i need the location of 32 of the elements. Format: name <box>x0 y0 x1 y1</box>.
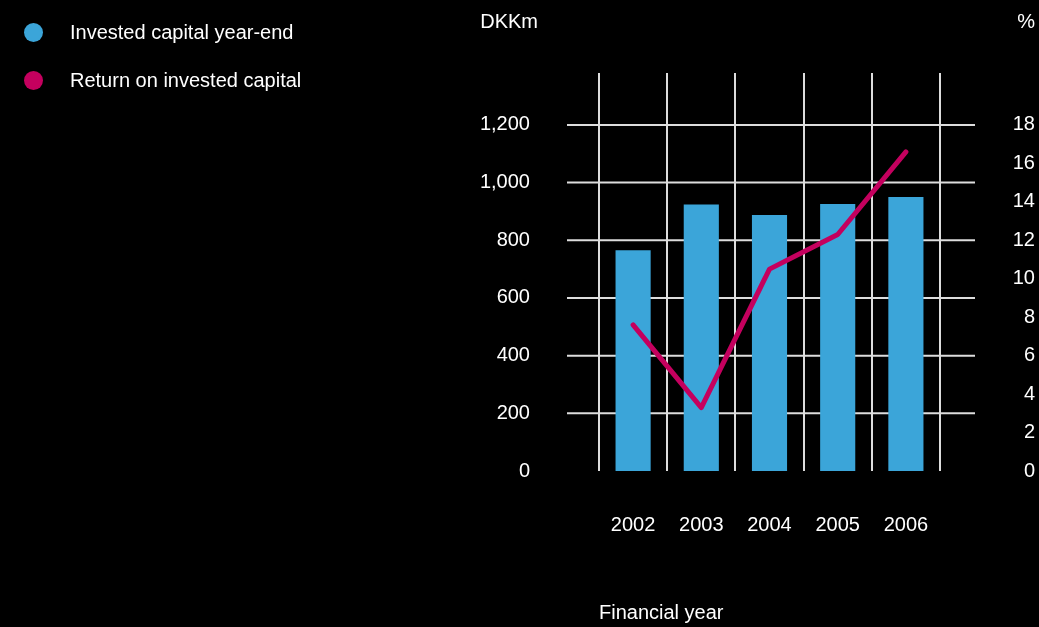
y2-axis-title: % <box>1017 10 1035 33</box>
y2-tick-label: 16 <box>1012 150 1035 173</box>
y2-tick-label: 14 <box>1012 189 1035 212</box>
y-tick-label: 200 <box>496 400 530 423</box>
bar <box>888 197 924 471</box>
y2-tick-label: 4 <box>1023 381 1035 404</box>
x-tick-label: 2004 <box>747 512 792 535</box>
x-axis-title: Financial year <box>599 600 724 623</box>
legend-label: Invested capital year-end <box>70 20 294 44</box>
y-tick-label: 600 <box>496 285 530 308</box>
bar <box>820 203 856 471</box>
y2-tick-label: 12 <box>1012 227 1035 250</box>
x-tick-label: 2003 <box>679 512 724 535</box>
bar <box>615 250 651 471</box>
bar <box>751 214 788 471</box>
y-tick-label: 1,000 <box>479 170 530 193</box>
y2-tick-label: 18 <box>1012 112 1035 135</box>
y2-tick-label: 6 <box>1023 343 1035 366</box>
x-tick-label: 2006 <box>883 512 929 535</box>
y2-tick-label: 10 <box>1012 266 1035 289</box>
x-tick-label: 2002 <box>610 512 656 535</box>
y2-tick-label: 8 <box>1023 304 1035 327</box>
y2-tick-label: 2 <box>1023 420 1035 443</box>
y-tick-label: 400 <box>496 343 530 366</box>
y-tick-label: 1,200 <box>479 112 530 135</box>
y2-tick-label: 0 <box>1023 458 1035 481</box>
y-tick-label: 800 <box>496 227 530 250</box>
y-tick-label: 0 <box>518 458 530 481</box>
bar <box>683 204 719 471</box>
legend-label: Return on invested capital <box>70 68 302 92</box>
y-axis-title: DKKm <box>480 10 538 33</box>
x-tick-label: 2005 <box>815 512 860 535</box>
